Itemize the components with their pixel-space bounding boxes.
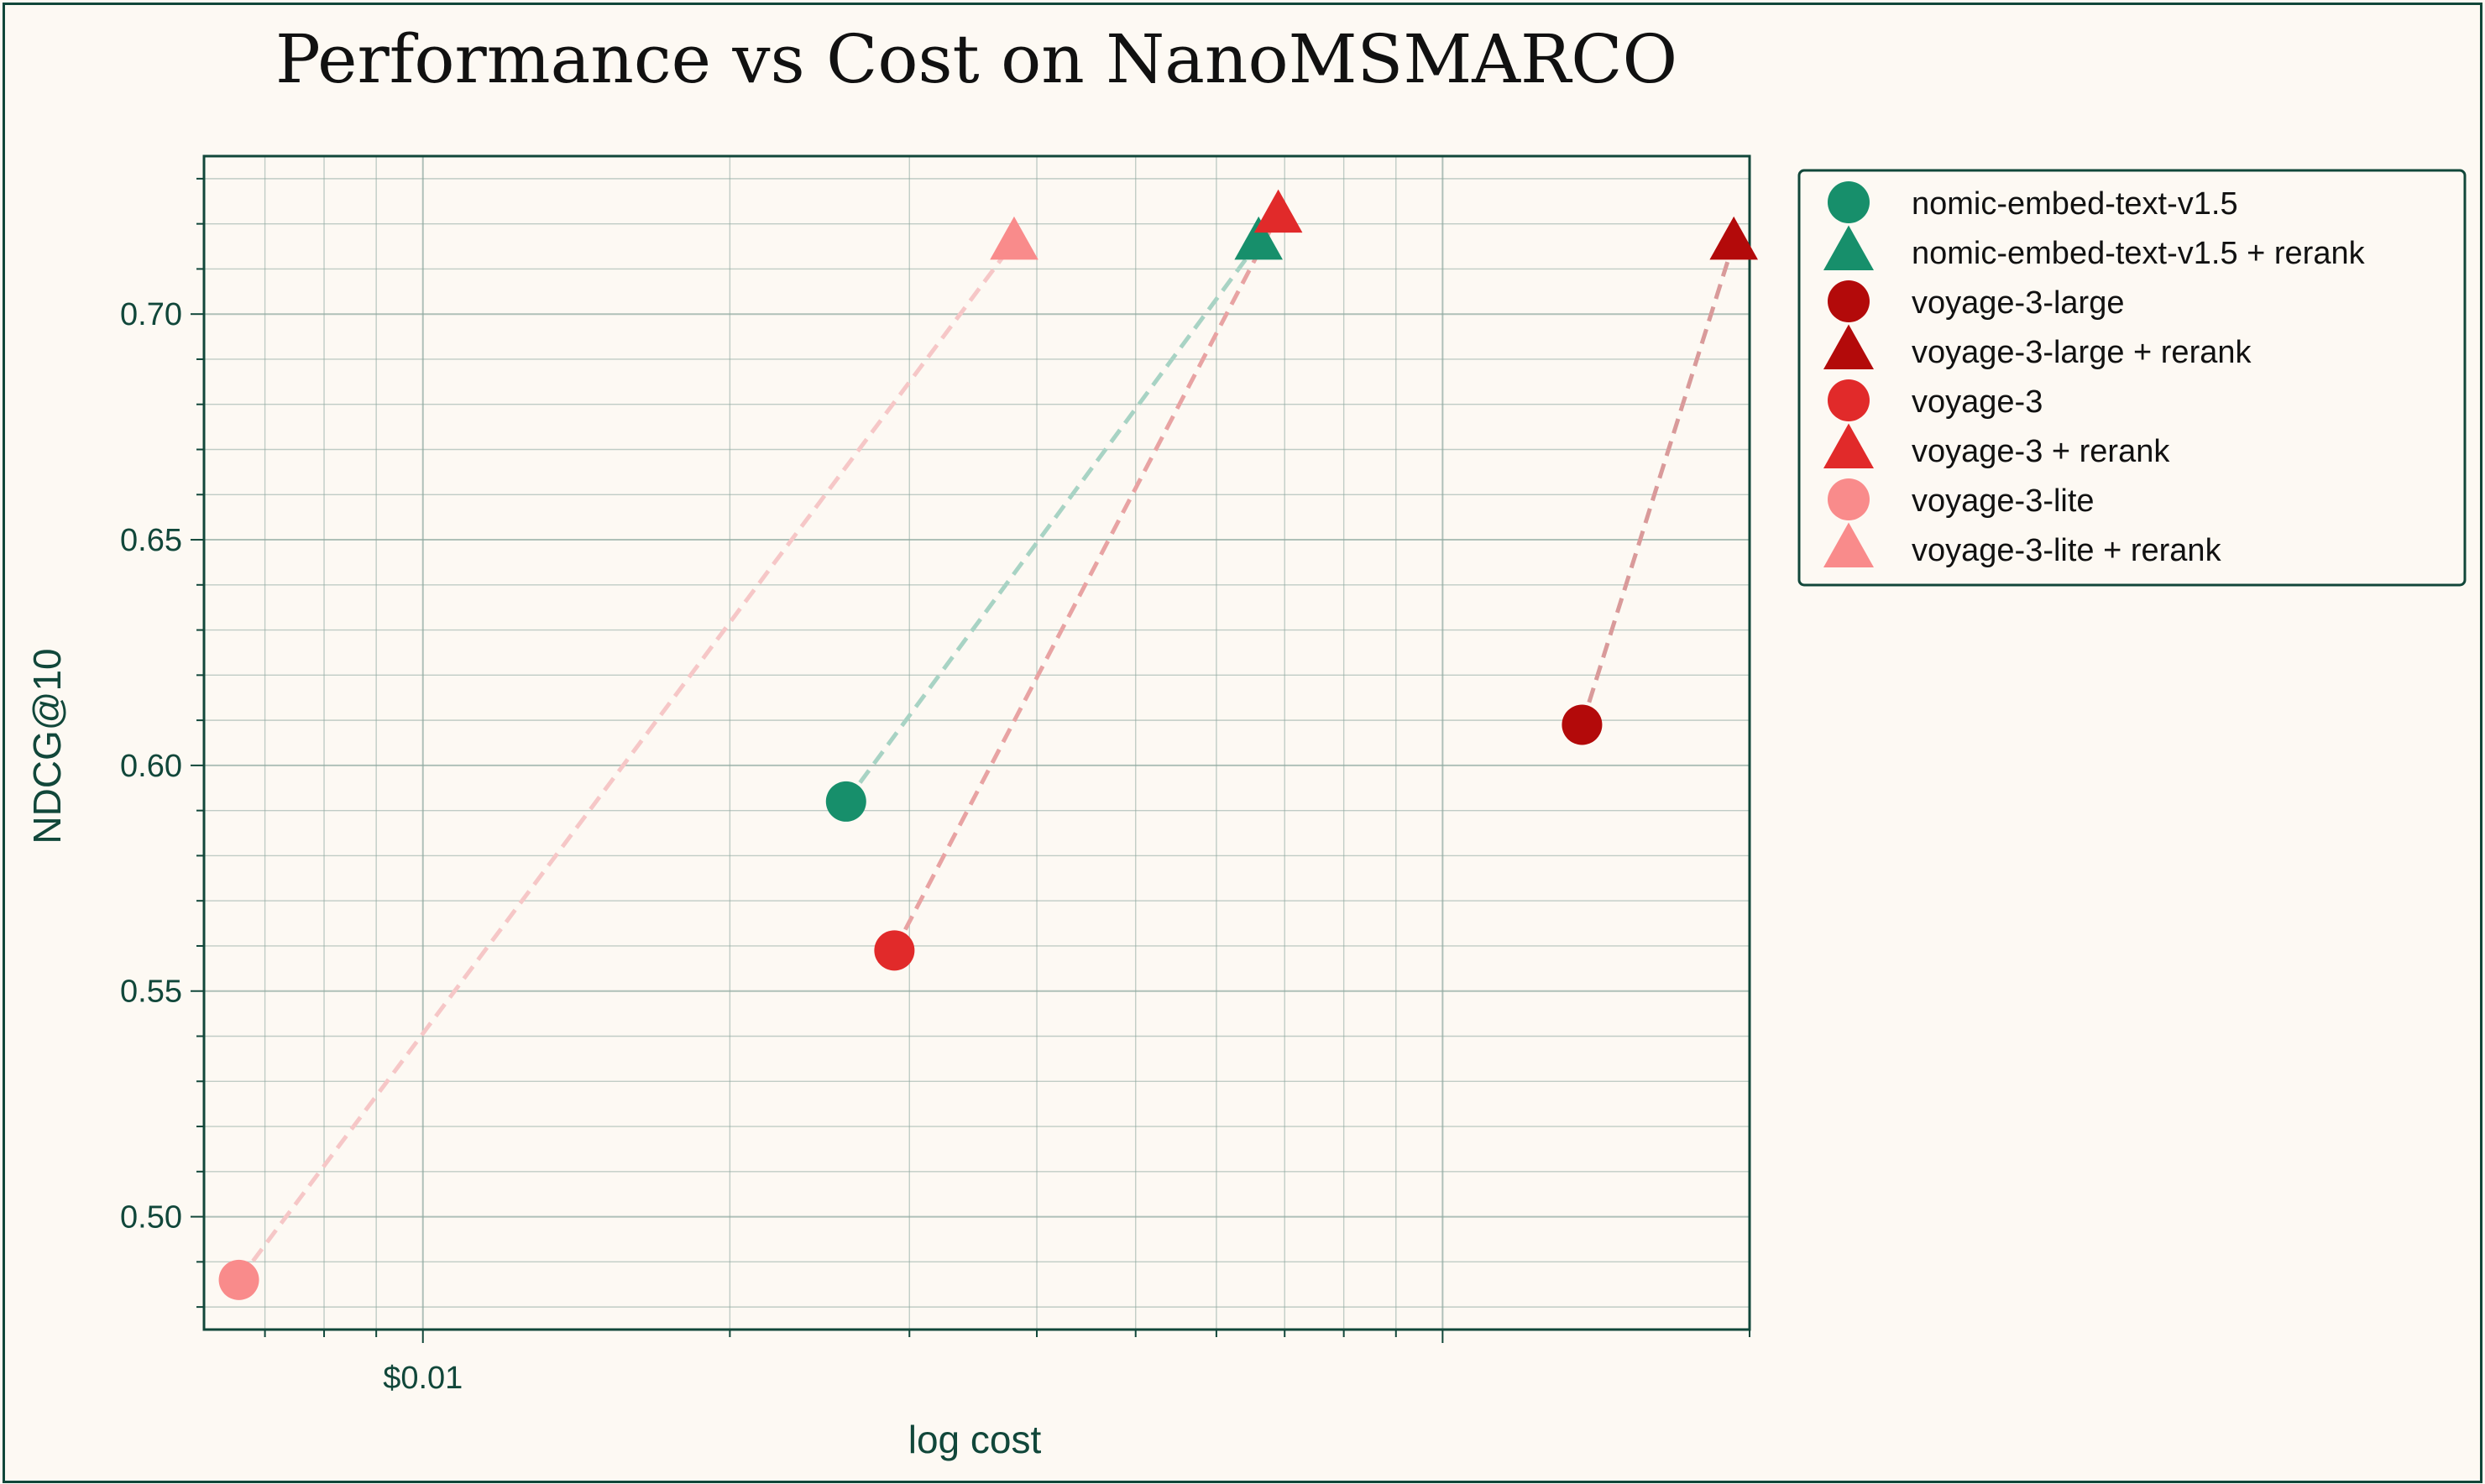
legend-marker <box>1828 181 1870 223</box>
grid-lines <box>191 156 1750 1343</box>
legend-entry: voyage-3 <box>1912 384 2043 420</box>
chart-title: Performance vs Cost on NanoMSMARCO <box>275 20 1677 98</box>
legend-entry: voyage-3-large + rerank <box>1912 335 2252 370</box>
legend-entry: voyage-3-large <box>1912 285 2124 321</box>
legend-marker <box>1823 324 1874 370</box>
legend-marker <box>1828 478 1870 520</box>
data-point-triangle <box>990 216 1038 260</box>
legend-entry: nomic-embed-text-v1.5 <box>1912 186 2238 222</box>
data-point-circle <box>218 1259 259 1300</box>
x-axis-label: log cost <box>908 1418 1042 1461</box>
data-point-triangle <box>1253 189 1303 233</box>
legend-marker <box>1823 423 1874 469</box>
data-point-triangle <box>1709 216 1759 260</box>
connection-line <box>1580 241 1736 726</box>
data-point-circle <box>1562 704 1603 745</box>
data-point-circle <box>874 930 915 971</box>
legend-marker <box>1828 280 1870 322</box>
legend-entry: voyage-3 + rerank <box>1912 434 2170 469</box>
scatter-chart: Performance vs Cost on NanoMSMARCO 0.500… <box>25 20 2467 1461</box>
y-tick-label: 0.60 <box>120 749 182 784</box>
legend-marker <box>1823 225 1874 271</box>
data-point-triangle <box>1234 216 1283 260</box>
data-point-circle <box>825 781 866 822</box>
legend-entry: voyage-3-lite <box>1912 483 2095 519</box>
x-tick-label: $0.01 <box>383 1361 463 1396</box>
connection-line <box>892 213 1280 952</box>
y-tick-label: 0.50 <box>120 1200 182 1236</box>
legend-box <box>1797 169 2467 587</box>
legend-marker <box>1823 522 1874 568</box>
legend-marker <box>1828 379 1870 421</box>
y-tick-label: 0.55 <box>120 975 182 1010</box>
connection-line <box>844 240 1261 803</box>
legend-entry: voyage-3-lite + rerank <box>1912 533 2222 568</box>
plot-area: 0.50 0.55 0.60 0.65 0.70 $0.01 <box>120 154 1759 1396</box>
figure-frame: Performance vs Cost on NanoMSMARCO 0.50 0… <box>3 3 2482 1483</box>
legend-entry: nomic-embed-text-v1.5 + rerank <box>1912 236 2366 271</box>
connection-line <box>237 240 1016 1282</box>
y-axis-label: NDCG@10 <box>25 648 69 844</box>
y-tick-label: 0.65 <box>120 523 182 558</box>
plot-border <box>202 154 1751 1331</box>
y-tick-label: 0.70 <box>120 297 182 332</box>
legend: nomic-embed-text-v1.5 nomic-embed-text-v1… <box>1797 169 2467 587</box>
